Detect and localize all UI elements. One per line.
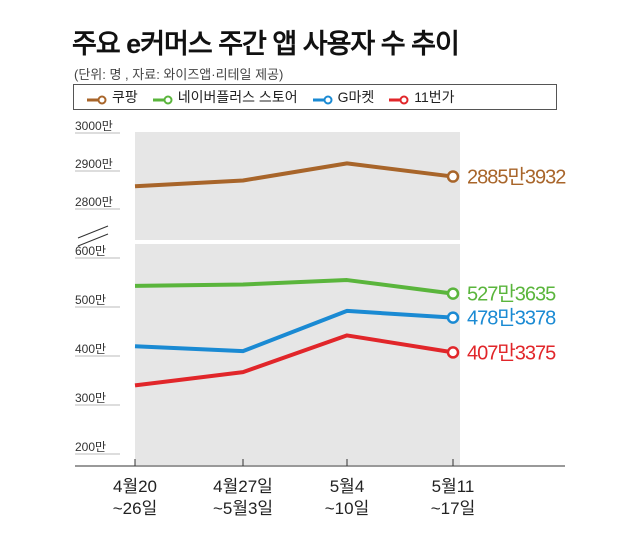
axis-break-mark [77,225,109,239]
y-tick-label-lower: 400만 [75,342,106,356]
series-line-gmarket [134,308,454,354]
x-tick-label: 5월11 [432,477,475,496]
legend-swatch-naver [152,92,174,105]
legend-swatch-coupang [86,92,108,105]
data-label-gmarket: 478만3378 [467,307,556,330]
legend-item-coupang: 쿠팡 [86,87,138,107]
x-tick-label: 5월4 [330,477,365,496]
series-endpoint-11st [446,346,460,359]
axis-break-mark [77,233,109,247]
series-endpoint-coupang [446,170,460,183]
legend-swatch-gmarket [312,92,334,105]
x-tick-label: 4월27일 [213,477,273,496]
y-tick-label-upper: 3000만 [75,119,113,133]
series-endpoint-naver [446,287,460,300]
series-endpoint-gmarket [446,311,460,324]
x-tick-label: ~17일 [431,499,475,518]
legend-item-gmarket: G마켓 [312,87,375,107]
x-tick-label: ~26일 [113,499,157,518]
legend-label-naver: 네이버플러스 스토어 [177,89,298,105]
plot-area-upper [135,132,460,240]
y-tick-label-lower: 300만 [75,391,106,405]
y-tick-label-upper: 2900만 [75,157,113,171]
series-line-naver [134,278,454,296]
data-label-coupang: 2885만3932 [467,166,566,189]
legend-item-11st: 11번가 [388,87,455,107]
chart-legend: 쿠팡 네이버플러스 스토어 G마켓 11번가 [73,84,557,110]
x-tick-label: ~10일 [325,499,369,518]
legend-item-naver: 네이버플러스 스토어 [152,87,298,107]
y-tick-label-lower: 500만 [75,293,106,307]
data-label-naver: 527만3635 [467,283,556,306]
data-label-11st: 407만3375 [467,341,556,364]
legend-label-coupang: 쿠팡 [112,89,138,105]
y-tick-label-lower: 600만 [75,244,106,258]
legend-label-gmarket: G마켓 [337,89,375,105]
legend-swatch-11st [388,92,410,105]
y-tick-label-lower: 200만 [75,440,106,454]
y-tick-label-upper: 2800만 [75,195,113,209]
series-line-coupang [134,161,454,189]
series-line-11st [134,333,454,388]
legend-label-11st: 11번가 [414,89,455,105]
chart-source-note: (단위: 명 , 자료: 와이즈앱·리테일 제공) [74,67,284,82]
x-tick-label: 4월20 [113,477,157,496]
chart-title: 주요 e커머스 주간 앱 사용자 수 추이 [72,29,460,59]
x-tick-label: ~5월3일 [213,499,273,518]
